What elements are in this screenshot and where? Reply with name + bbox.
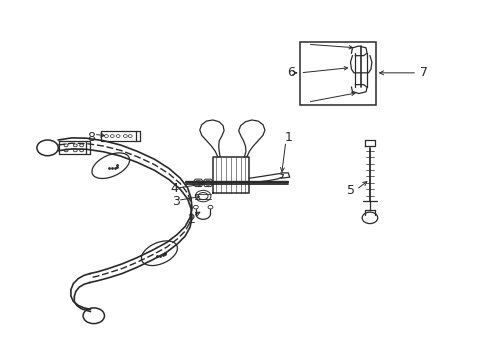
Bar xyxy=(101,131,136,141)
Text: 8: 8 xyxy=(87,131,95,144)
Text: 7: 7 xyxy=(420,66,427,79)
Text: 5: 5 xyxy=(347,184,355,197)
Text: 3: 3 xyxy=(172,195,180,208)
Text: 1: 1 xyxy=(284,131,292,144)
Text: 2: 2 xyxy=(187,213,195,226)
Bar xyxy=(300,42,375,105)
Text: 6: 6 xyxy=(286,66,294,79)
Text: 4: 4 xyxy=(170,183,178,195)
